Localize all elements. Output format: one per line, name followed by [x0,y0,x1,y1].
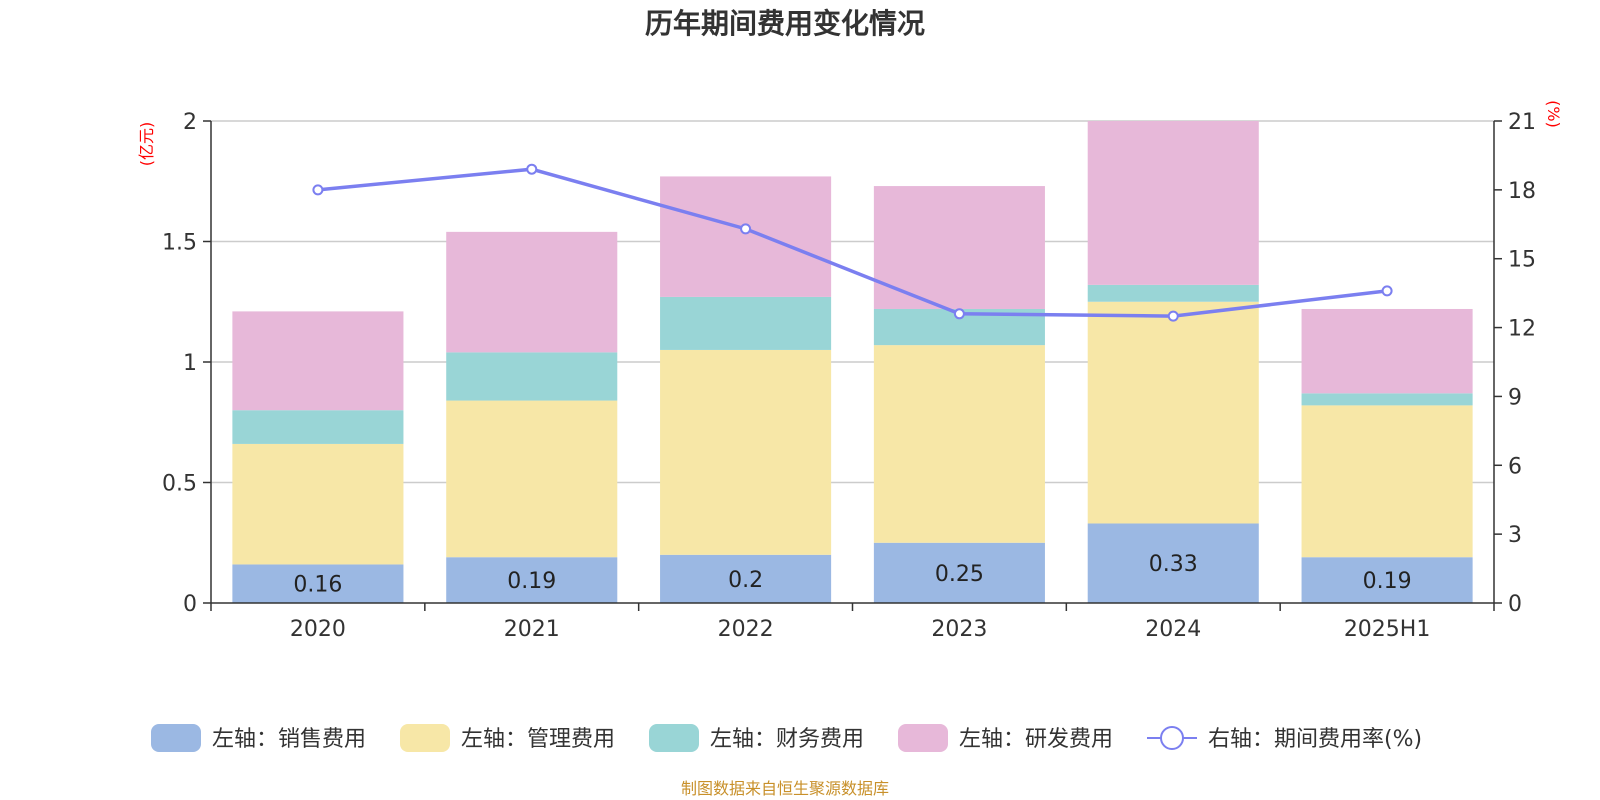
x-axis-tick-label: 2023 [931,617,987,642]
right-axis-tick-label: 15 [1508,248,1536,273]
left-axis-tick-label: 0.5 [162,472,197,497]
bar-data-label: 0.2 [728,568,763,593]
bar-segment-series-4 [873,186,1045,309]
chart-title: 历年期间费用变化情况 [645,7,925,40]
right-axis-tick-label: 0 [1508,592,1522,617]
legend-label: 左轴：销售费用 [212,727,366,752]
line-point [312,184,324,196]
x-axis-tick-label: 2025H1 [1344,617,1431,642]
bar-segment-series-1 [1301,557,1473,603]
x-axis-tick-label: 2022 [718,617,774,642]
bar-data-label: 0.19 [1363,569,1412,594]
line-point [1381,285,1393,297]
bar-segment-series-1 [232,564,404,603]
left-axis-tick-label: 2 [183,110,197,135]
bar-segment-series-4 [660,176,832,297]
legend-swatch [400,724,450,752]
line-series-path [317,167,1388,318]
bar-segment-series-1 [873,542,1045,603]
right-axis-unit: (%) [1544,100,1563,128]
legend-swatch [151,724,201,752]
legend-label: 左轴：研发费用 [959,727,1113,752]
right-axis-tick-label: 12 [1508,317,1536,342]
legend-label: 左轴：财务费用 [710,727,864,752]
bar-segment-series-3 [1087,284,1259,302]
left-axis-tick-label: 0 [183,592,197,617]
x-axis-tick-label: 2020 [290,617,346,642]
line-point [953,308,965,320]
left-axis-tick-label: 1 [183,351,197,376]
bar-segment-series-2 [232,443,404,565]
legend-label: 左轴：管理费用 [461,727,615,752]
bar-segment-series-3 [660,296,832,350]
bar-segment-series-2 [1301,405,1473,558]
legend-swatch [649,724,699,752]
line-point [740,223,752,235]
bar-segment-series-4 [1087,121,1259,285]
left-axis-unit: (亿元) [137,122,156,167]
source-note: 制图数据来自恒生聚源数据库 [681,779,889,798]
legend-label: 右轴：期间费用率(%) [1208,727,1422,752]
bar-segment-series-1 [660,554,832,603]
x-axis-tick-label: 2021 [504,617,560,642]
right-axis-tick-label: 21 [1508,110,1536,135]
line-point [1167,310,1179,322]
bars-layer: 0.16 0.19 0.2 0.25 0.33 0.19 [232,121,1473,603]
right-axis-tick-label: 6 [1508,454,1522,479]
bar-segment-series-3 [232,410,404,444]
bar-segment-series-4 [446,231,618,353]
right-axis-tick-label: 3 [1508,523,1522,548]
bar-data-label: 0.19 [507,569,556,594]
line-point [526,163,538,175]
bar-data-label: 0.25 [935,562,984,587]
axes-layer: 0 0.5 1 1.5 2 0 3 6 9 12 15 18 21 2020 2021 2022 2023 202… [162,110,1536,642]
bar-segment-series-2 [1087,301,1259,524]
bar-segment-series-2 [446,400,618,558]
x-axis-tick-label: 2024 [1145,617,1201,642]
left-axis-tick-label: 1.5 [162,231,197,256]
right-axis-tick-label: 9 [1508,385,1522,410]
bar-data-label: 0.16 [293,573,342,598]
legend-line-marker [1160,726,1184,750]
bar-segment-series-1 [446,557,618,603]
grid-layer [211,120,1494,484]
line-layer [312,163,1393,322]
legend-swatch [898,724,948,752]
bar-segment-series-1 [1087,523,1259,603]
bar-segment-series-2 [660,349,832,555]
bar-segment-series-4 [232,311,404,411]
bar-segment-series-4 [1301,308,1473,394]
bar-data-label: 0.33 [1149,552,1198,577]
right-axis-tick-label: 18 [1508,179,1536,204]
bar-segment-series-3 [446,352,618,401]
legend: 左轴：销售费用 左轴：管理费用 左轴：财务费用 左轴：研发费用 右轴：期间费用率(%) [151,724,1422,752]
bar-segment-series-2 [873,345,1045,543]
bar-segment-series-3 [1301,393,1473,406]
